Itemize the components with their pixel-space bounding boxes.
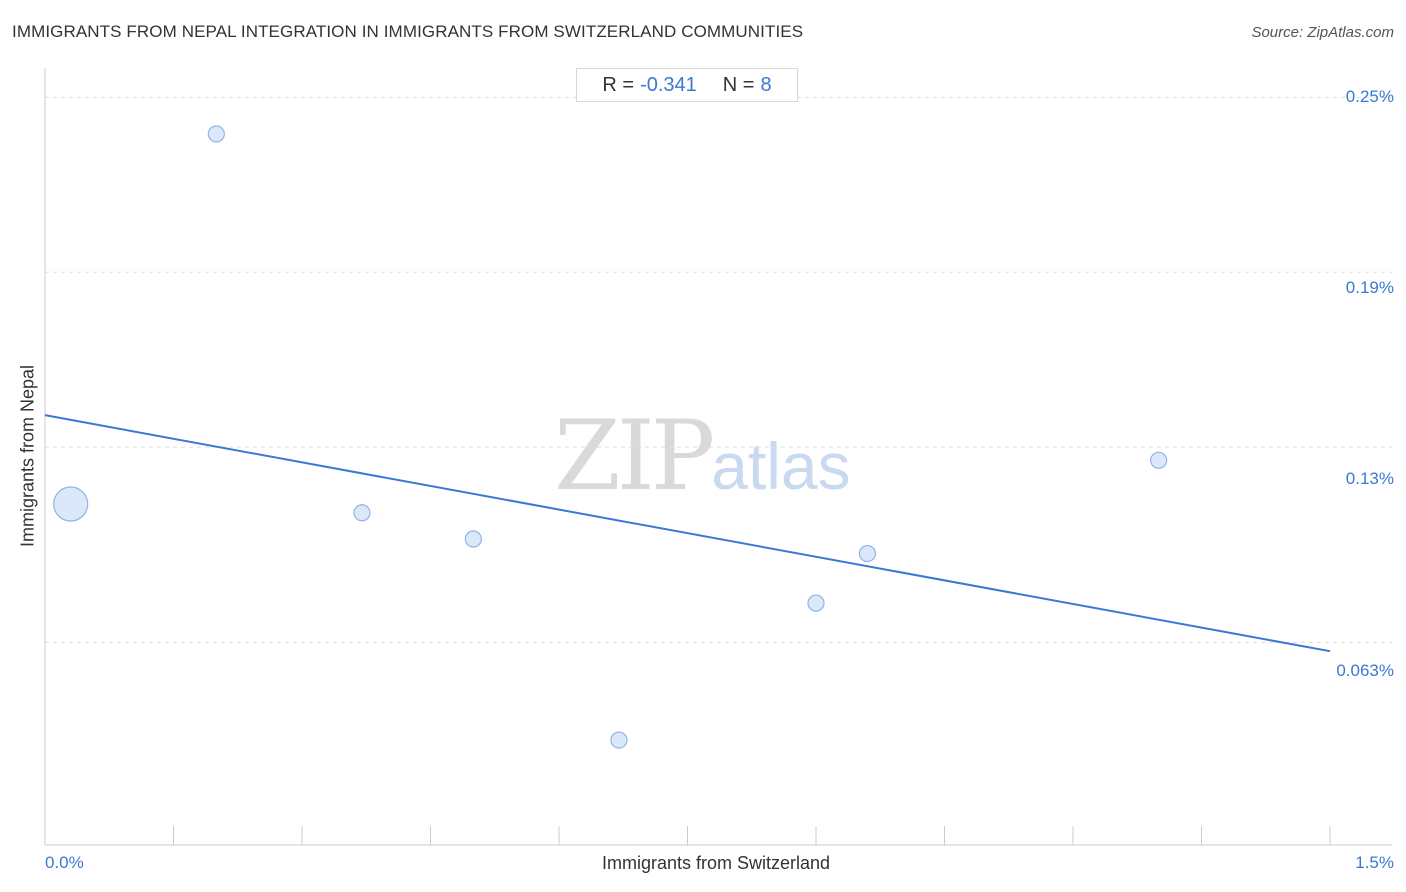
source-note: Source: ZipAtlas.com xyxy=(1251,24,1394,41)
data-point-7 xyxy=(1150,451,1168,469)
y-tick-label-3: 0.063% xyxy=(1336,661,1394,680)
chart-title: IMMIGRANTS FROM NEPAL INTEGRATION IN IMM… xyxy=(12,22,804,41)
correlation-stats: R = -0.341 N = 8 xyxy=(576,68,798,102)
data-point-1 xyxy=(207,125,225,143)
data-point-0 xyxy=(53,486,89,522)
data-points xyxy=(53,125,1168,749)
trendline xyxy=(44,414,1331,653)
trendline-group xyxy=(44,414,1331,653)
data-point-5 xyxy=(807,594,825,612)
x-tick-label-max: 1.5% xyxy=(1355,853,1394,872)
axes xyxy=(44,68,1392,846)
watermark-zip: ZIP xyxy=(554,400,715,512)
watermark-atlas: atlas xyxy=(711,429,851,503)
n-value: 8 xyxy=(760,73,772,96)
data-point-2 xyxy=(353,504,371,522)
data-point-4 xyxy=(610,731,628,749)
watermark: ZIPatlas xyxy=(554,400,851,512)
x-tick-label-min: 0.0% xyxy=(45,853,84,872)
n-label: N = xyxy=(722,73,755,96)
r-label: R = xyxy=(602,73,635,96)
y-tick-label-0: 0.25% xyxy=(1345,87,1394,106)
x-axis-label: Immigrants from Switzerland xyxy=(601,853,831,873)
y-tick-label-1: 0.19% xyxy=(1345,278,1394,297)
r-value: -0.341 xyxy=(640,73,697,96)
gridlines xyxy=(45,96,1392,643)
data-point-3 xyxy=(464,530,482,548)
y-axis-label: Immigrants from Nepal xyxy=(17,364,38,548)
y-tick-label-2: 0.13% xyxy=(1345,469,1394,488)
data-point-6 xyxy=(858,544,877,563)
